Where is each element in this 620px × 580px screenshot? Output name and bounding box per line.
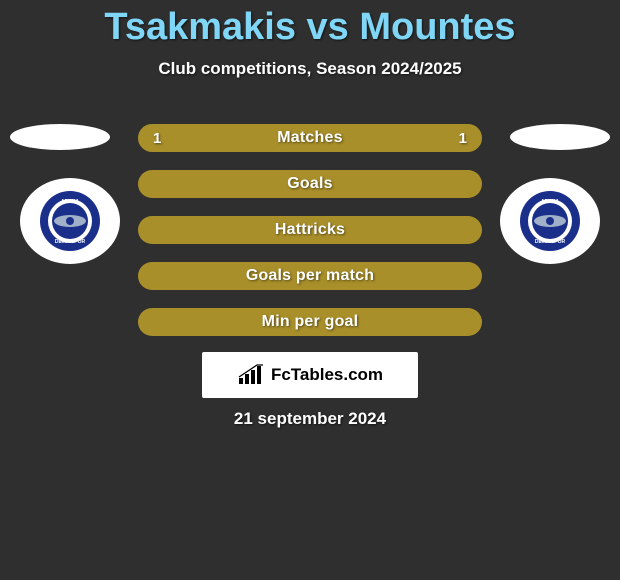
stat-label: Min per goal — [262, 313, 359, 331]
svg-text:DEMIRSPOR: DEMIRSPOR — [55, 239, 86, 245]
svg-text:ADANA: ADANA — [541, 199, 559, 205]
adana-demirspor-crest-icon: ADANA DEMIRSPOR — [38, 189, 102, 253]
stat-row-goals: Goals — [138, 170, 482, 198]
bar-chart-icon — [237, 364, 265, 386]
stat-row-matches: 1 Matches 1 — [138, 124, 482, 152]
stat-row-hattricks: Hattricks — [138, 216, 482, 244]
stat-label: Hattricks — [275, 221, 345, 239]
subtitle: Club competitions, Season 2024/2025 — [0, 59, 620, 79]
stat-label: Goals per match — [246, 267, 374, 285]
stats-container: 1 Matches 1 Goals Hattricks Goals per ma… — [138, 124, 482, 354]
stat-value-left: 1 — [153, 130, 161, 147]
stat-label: Goals — [287, 175, 332, 193]
player-photo-right-placeholder — [510, 124, 610, 150]
date-text: 21 september 2024 — [0, 409, 620, 429]
svg-text:ADANA: ADANA — [61, 199, 79, 205]
player-photo-left-placeholder — [10, 124, 110, 150]
page-title: Tsakmakis vs Mountes — [0, 0, 620, 49]
club-badge-left: ADANA DEMIRSPOR — [20, 178, 120, 264]
stat-row-goals-per-match: Goals per match — [138, 262, 482, 290]
adana-demirspor-crest-icon: ADANA DEMIRSPOR — [518, 189, 582, 253]
brand-text: FcTables.com — [271, 365, 383, 385]
svg-text:DEMIRSPOR: DEMIRSPOR — [535, 239, 566, 245]
stat-label: Matches — [277, 129, 342, 147]
stat-value-right: 1 — [459, 130, 467, 147]
stat-row-min-per-goal: Min per goal — [138, 308, 482, 336]
brand-badge: FcTables.com — [202, 352, 418, 398]
club-badge-right: ADANA DEMIRSPOR — [500, 178, 600, 264]
